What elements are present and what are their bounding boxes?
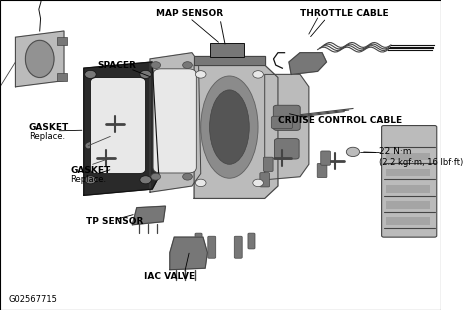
FancyBboxPatch shape xyxy=(208,236,216,258)
Polygon shape xyxy=(264,74,309,180)
Ellipse shape xyxy=(210,90,249,164)
FancyBboxPatch shape xyxy=(317,163,327,178)
FancyBboxPatch shape xyxy=(57,37,67,45)
FancyBboxPatch shape xyxy=(386,185,430,193)
Circle shape xyxy=(195,179,206,187)
FancyBboxPatch shape xyxy=(321,151,330,165)
FancyBboxPatch shape xyxy=(248,233,255,249)
Ellipse shape xyxy=(201,76,258,178)
FancyBboxPatch shape xyxy=(274,139,299,159)
Circle shape xyxy=(85,176,96,184)
Text: (2.2 kgf·m, 16 lbf·ft): (2.2 kgf·m, 16 lbf·ft) xyxy=(379,158,464,167)
FancyBboxPatch shape xyxy=(91,78,146,174)
Polygon shape xyxy=(84,62,159,195)
FancyBboxPatch shape xyxy=(386,153,430,160)
Text: GASKET: GASKET xyxy=(28,122,69,132)
Polygon shape xyxy=(289,53,327,74)
Circle shape xyxy=(195,71,206,78)
FancyBboxPatch shape xyxy=(210,43,244,57)
Polygon shape xyxy=(150,53,201,192)
Text: TP SENSOR: TP SENSOR xyxy=(86,217,144,226)
Polygon shape xyxy=(194,56,264,65)
Polygon shape xyxy=(194,65,278,198)
FancyBboxPatch shape xyxy=(386,169,430,176)
Circle shape xyxy=(85,70,96,78)
FancyBboxPatch shape xyxy=(57,73,67,81)
FancyBboxPatch shape xyxy=(386,201,430,209)
Text: 22 N·m: 22 N·m xyxy=(379,147,412,157)
Circle shape xyxy=(151,62,161,69)
Text: MAP SENSOR: MAP SENSOR xyxy=(156,9,223,19)
FancyBboxPatch shape xyxy=(234,236,242,258)
Polygon shape xyxy=(170,237,207,270)
Circle shape xyxy=(253,179,264,187)
Text: SPACER: SPACER xyxy=(98,60,137,70)
Polygon shape xyxy=(16,31,64,87)
Text: IAC VALVE: IAC VALVE xyxy=(144,272,195,281)
Text: G02567715: G02567715 xyxy=(9,294,58,304)
FancyBboxPatch shape xyxy=(273,105,300,130)
FancyBboxPatch shape xyxy=(195,233,202,249)
FancyBboxPatch shape xyxy=(271,116,292,129)
FancyBboxPatch shape xyxy=(153,69,196,173)
Text: GASKET: GASKET xyxy=(71,166,111,175)
Circle shape xyxy=(253,71,264,78)
Circle shape xyxy=(182,173,192,180)
FancyBboxPatch shape xyxy=(260,173,270,187)
Circle shape xyxy=(151,173,161,180)
Circle shape xyxy=(140,176,151,184)
Circle shape xyxy=(140,70,151,78)
Circle shape xyxy=(346,147,360,157)
Polygon shape xyxy=(132,206,165,225)
Circle shape xyxy=(182,62,192,69)
FancyBboxPatch shape xyxy=(264,157,273,171)
FancyBboxPatch shape xyxy=(386,217,430,225)
Text: Replace.: Replace. xyxy=(71,175,107,184)
Ellipse shape xyxy=(26,40,54,78)
Text: CRUISE CONTROL CABLE: CRUISE CONTROL CABLE xyxy=(278,116,402,126)
FancyBboxPatch shape xyxy=(382,126,437,237)
Text: Replace.: Replace. xyxy=(28,132,65,141)
Text: THROTTLE CABLE: THROTTLE CABLE xyxy=(300,9,388,19)
